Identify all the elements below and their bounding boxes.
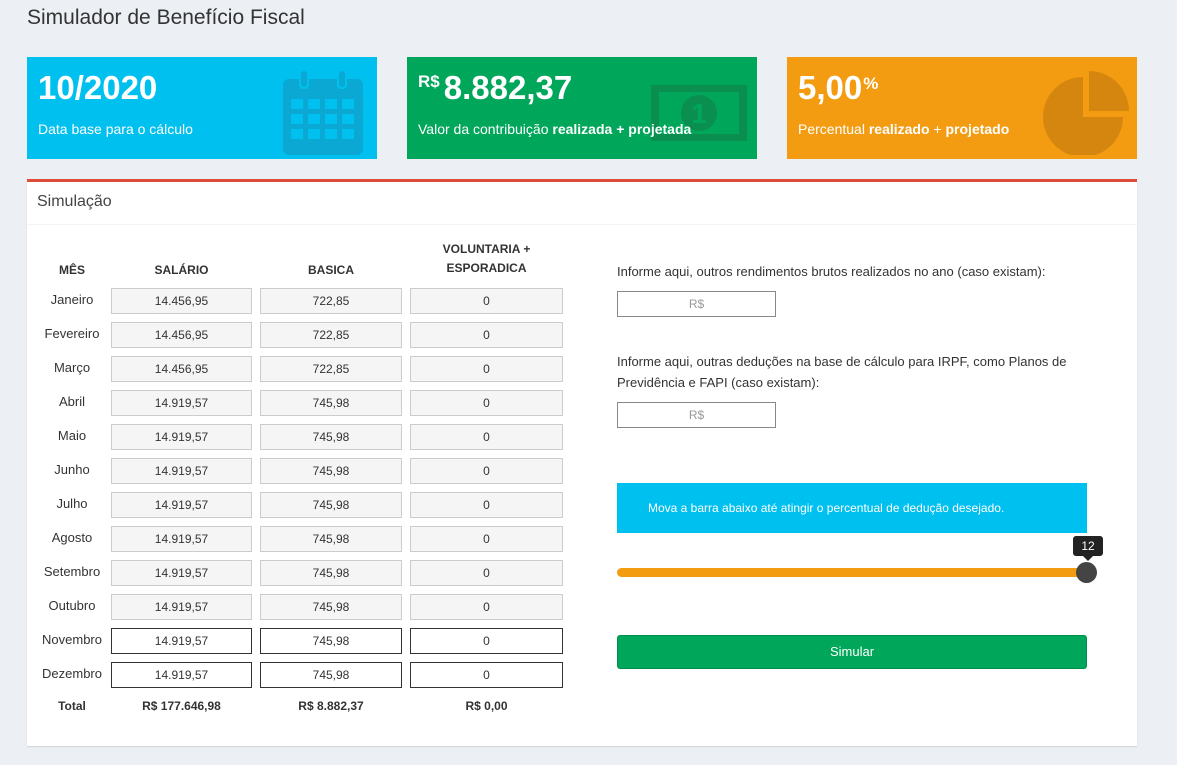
money-bill-icon: 1 — [651, 85, 747, 141]
percent-suffix: % — [863, 74, 879, 93]
month-label: Dezembro — [42, 666, 102, 681]
month-label: Setembro — [43, 564, 101, 579]
salary-cell: 14.919,57 — [111, 594, 252, 620]
panel-title: Simulação — [37, 193, 112, 210]
header-voluntary: VOLUNTARIA + ESPORADICA — [442, 242, 531, 275]
voluntary-cell: 0 — [410, 288, 563, 314]
basic-cell: 745,98 — [260, 560, 402, 586]
desc-bold: projetado — [945, 121, 1010, 137]
header-salary: SALÁRIO — [154, 263, 209, 277]
date-value: 10/2020 — [38, 69, 158, 106]
info-box-percent: 5,00% Percentual realizado + projetado — [787, 57, 1137, 159]
percent-amount: 5,00 — [798, 69, 863, 106]
deduction-slider-handle[interactable] — [1076, 562, 1097, 583]
basic-cell: 745,98 — [260, 594, 402, 620]
basic-cell: 745,98 — [260, 526, 402, 552]
voluntary-cell: 0 — [410, 492, 563, 518]
basic-cell: 722,85 — [260, 288, 402, 314]
desc-plus: + — [929, 121, 946, 137]
month-label: Maio — [57, 428, 87, 443]
month-label: Fevereiro — [44, 326, 100, 341]
total-label: Total — [58, 699, 86, 713]
voluntary-cell: 0 — [410, 594, 563, 620]
basic-cell: 745,98 — [260, 390, 402, 416]
salary-cell: 14.919,57 — [111, 458, 252, 484]
month-label: Agosto — [51, 530, 93, 545]
month-label: Janeiro — [50, 292, 94, 307]
simulation-panel: Simulação MÊS SALÁRIO BASICA VOLUNTARIA … — [27, 179, 1137, 746]
voluntary-cell: 0 — [410, 560, 563, 586]
basic-cell: 745,98 — [260, 492, 402, 518]
month-label: Abril — [58, 394, 85, 409]
basic-cell[interactable]: 745,98 — [260, 662, 402, 688]
panel-divider — [27, 224, 1137, 225]
desc-bold: realizada — [552, 121, 613, 137]
basic-cell: 722,85 — [260, 356, 402, 382]
pie-chart-icon — [1043, 71, 1129, 155]
month-label: Novembro — [42, 632, 102, 647]
desc-text: Percentual — [798, 121, 869, 137]
voluntary-cell: 0 — [410, 424, 563, 450]
desc-text: Valor da contribuição — [418, 121, 553, 137]
other-deductions-input[interactable]: R$ — [617, 402, 776, 428]
simulate-button[interactable]: Simular — [617, 635, 1087, 669]
voluntary-cell: 0 — [410, 356, 563, 382]
info-box-contribution: 1 R$ 8.882,37 Valor da contribuição reali… — [407, 57, 757, 159]
header-basic: BASICA — [307, 263, 354, 277]
desc-plus: + — [612, 121, 629, 137]
voluntary-cell: 0 — [410, 390, 563, 416]
voluntary-cell[interactable]: 0 — [410, 662, 563, 688]
slider-hint: Mova a barra abaixo até atingir o percen… — [617, 483, 1087, 533]
voluntary-cell: 0 — [410, 322, 563, 348]
salary-cell[interactable]: 14.919,57 — [111, 628, 252, 654]
basic-cell: 745,98 — [260, 458, 402, 484]
month-label: Março — [53, 360, 91, 375]
other-income-input[interactable]: R$ — [617, 291, 776, 317]
salary-cell: 14.919,57 — [111, 424, 252, 450]
date-desc: Data base para o cálculo — [38, 121, 193, 137]
contribution-amount: 8.882,37 — [443, 69, 573, 106]
contribution-desc: Valor da contribuição realizada + projet… — [418, 121, 691, 137]
header-month: MÊS — [58, 263, 85, 277]
voluntary-cell[interactable]: 0 — [410, 628, 563, 654]
contribution-value: R$ 8.882,37 — [418, 71, 572, 104]
page-title: Simulador de Benefício Fiscal — [27, 6, 305, 29]
desc-bold: projetada — [628, 121, 692, 137]
salary-cell[interactable]: 14.919,57 — [111, 662, 252, 688]
total-basic: R$ 8.882,37 — [298, 699, 364, 713]
month-label: Julho — [56, 496, 88, 511]
salary-cell: 14.919,57 — [111, 390, 252, 416]
voluntary-cell: 0 — [410, 458, 563, 484]
total-voluntary: R$ 0,00 — [465, 699, 508, 713]
salary-cell: 14.456,95 — [111, 322, 252, 348]
salary-cell: 14.919,57 — [111, 492, 252, 518]
salary-cell: 14.919,57 — [111, 560, 252, 586]
info-box-date: 10/2020 Data base para o cálculo — [27, 57, 377, 159]
total-salary: R$ 177.646,98 — [142, 699, 221, 713]
basic-cell: 722,85 — [260, 322, 402, 348]
salary-cell: 14.456,95 — [111, 356, 252, 382]
slider-value-tooltip: 12 — [1073, 536, 1103, 561]
currency-prefix: R$ — [418, 72, 440, 91]
basic-cell: 745,98 — [260, 424, 402, 450]
desc-bold: realizado — [868, 121, 930, 137]
deduction-slider-track[interactable] — [617, 568, 1086, 577]
month-label: Outubro — [48, 598, 96, 613]
salary-cell: 14.456,95 — [111, 288, 252, 314]
other-deductions-label: Informe aqui, outras deduções na base de… — [617, 354, 1067, 390]
other-income-label: Informe aqui, outros rendimentos brutos … — [617, 264, 1046, 279]
calendar-icon — [283, 69, 363, 155]
month-label: Junho — [54, 462, 90, 477]
svg-text:1: 1 — [691, 98, 707, 129]
percent-value: 5,00% — [798, 71, 878, 104]
salary-cell: 14.919,57 — [111, 526, 252, 552]
basic-cell[interactable]: 745,98 — [260, 628, 402, 654]
voluntary-cell: 0 — [410, 526, 563, 552]
percent-desc: Percentual realizado + projetado — [798, 121, 1009, 137]
